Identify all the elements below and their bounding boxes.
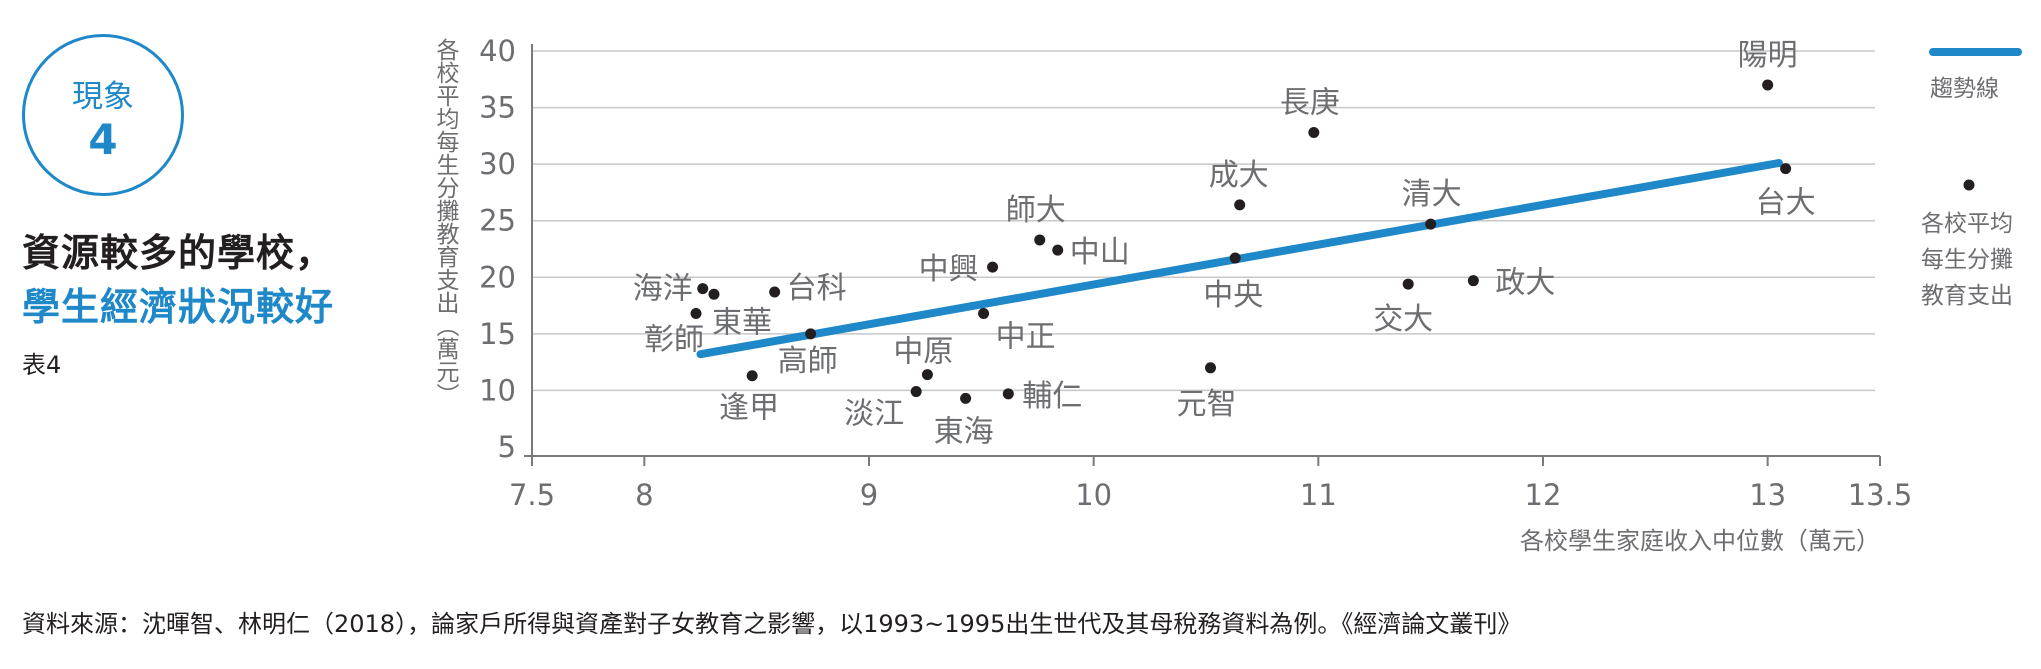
data-point <box>921 369 933 381</box>
point-label: 陽明 <box>1738 38 1798 73</box>
data-point <box>1234 199 1246 211</box>
data-point <box>1229 252 1241 264</box>
point-label: 彰師 <box>644 322 704 357</box>
data-point <box>746 370 758 382</box>
x-tick-label: 8 <box>635 478 653 512</box>
x-tick-label: 9 <box>860 478 878 512</box>
data-point <box>769 286 781 298</box>
headline-line-1: 資源較多的學校， <box>22 231 335 275</box>
x-tick-label: 7.5 <box>509 478 555 512</box>
y-tick-label: 15 <box>479 317 516 351</box>
y-tick-label: 25 <box>479 204 516 238</box>
point-label: 台大 <box>1756 186 1816 221</box>
y-tick-label: 20 <box>479 260 516 294</box>
data-point <box>805 328 817 340</box>
table-label: 表4 <box>22 351 62 379</box>
data-point <box>1052 244 1064 256</box>
point-label: 元智 <box>1176 387 1236 422</box>
point-label: 中興 <box>919 252 979 287</box>
data-point <box>1762 79 1774 91</box>
point-label: 逢甲 <box>719 391 779 426</box>
legend-point-label: 每生分攤 <box>1921 247 2013 273</box>
data-point <box>690 307 702 319</box>
data-point <box>1002 388 1014 400</box>
data-point <box>1308 126 1320 138</box>
data-point <box>987 261 999 273</box>
data-point <box>708 288 720 300</box>
y-tick-label: 5 <box>498 430 516 464</box>
data-point <box>1467 275 1479 287</box>
phenomenon-badge: 現象 4 <box>22 34 184 196</box>
data-point <box>1780 163 1792 175</box>
point-label: 清大 <box>1402 177 1462 212</box>
x-tick-label: 12 <box>1525 478 1562 512</box>
y-tick-label: 10 <box>479 373 516 407</box>
point-label: 淡江 <box>844 397 904 432</box>
x-tick-label: 11 <box>1300 478 1337 512</box>
legend-point-label: 教育支出 <box>1921 283 2013 309</box>
point-label: 中原 <box>893 335 953 370</box>
point-label: 師大 <box>1006 193 1066 228</box>
data-point <box>697 283 709 295</box>
y-tick-label: 35 <box>479 91 516 125</box>
point-label: 高師 <box>778 344 838 379</box>
badge-label: 現象 <box>72 79 134 115</box>
data-point <box>1425 218 1437 230</box>
point-label: 長庚 <box>1280 85 1340 120</box>
point-label: 東海 <box>934 414 994 449</box>
point-label: 中正 <box>996 319 1056 354</box>
point-label: 交大 <box>1373 302 1433 337</box>
data-point <box>1204 362 1216 374</box>
point-label: 成大 <box>1209 158 1269 193</box>
x-tick-label: 13.5 <box>1848 478 1913 512</box>
y-tick-label: 30 <box>479 147 516 181</box>
y-axis-title: 各校平均每生分攤教育支出（萬元） <box>432 38 460 406</box>
data-point <box>1034 234 1046 246</box>
badge-number: 4 <box>88 115 118 164</box>
scatter-chart: 5 10 15 20 25 30 35 40 7.5 8 9 10 11 12 13 13.5 各校學生家庭收入… <box>432 34 2022 555</box>
data-point <box>1402 278 1414 290</box>
x-tick-label: 10 <box>1075 478 1112 512</box>
headline-line-2: 學生經濟狀況較好 <box>22 285 335 329</box>
y-tick-label: 40 <box>479 34 516 68</box>
legend-point-label: 各校平均 <box>1921 211 2013 237</box>
data-point <box>978 307 990 319</box>
data-point <box>960 392 972 404</box>
point-label: 台科 <box>787 271 847 306</box>
x-tick-label: 13 <box>1749 478 1786 512</box>
point-label: 中山 <box>1070 235 1130 270</box>
point-label: 東華 <box>712 305 772 340</box>
legend-point-swatch <box>1963 179 1975 191</box>
point-label: 輔仁 <box>1022 379 1082 414</box>
x-axis-title: 各校學生家庭收入中位數（萬元） <box>1520 527 1880 555</box>
point-label: 政大 <box>1495 266 1555 301</box>
point-label: 海洋 <box>633 272 693 307</box>
legend-trend-label: 趨勢線 <box>1930 76 1999 102</box>
point-label: 中央 <box>1203 278 1263 313</box>
data-point <box>910 386 922 398</box>
source-note: 資料來源：沈暉智、林明仁（2018），論家戶所得與資產對子女教育之影響，以199… <box>22 610 1522 638</box>
